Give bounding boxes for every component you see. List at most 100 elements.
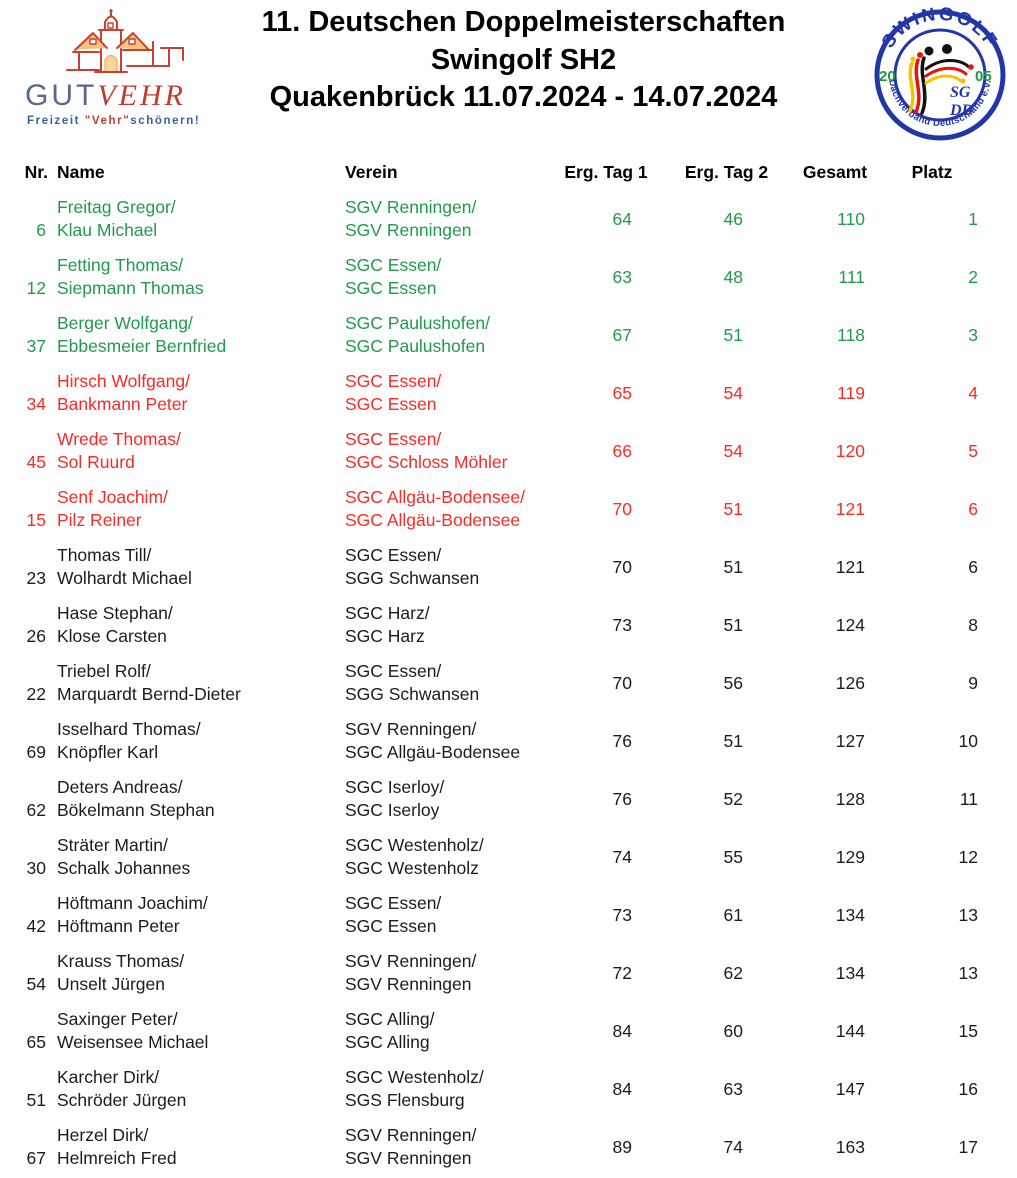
col-header-erg-tag-2: Erg. Tag 2 — [684, 162, 769, 182]
player-2-name: Schalk Johannes — [57, 858, 191, 878]
player-1-club: SGC Essen/ — [345, 545, 442, 565]
player-1-name: Saxinger Peter/ — [57, 1009, 178, 1029]
swingolf-logo: SWINGOLF Dachverband Deutschland e.V. 20… — [872, 3, 1008, 148]
table-header-row: Nr. Name Verein Erg. Tag 1 Erg. Tag 2 Ge… — [17, 155, 980, 190]
player-2-club: SGV Renningen — [345, 974, 472, 994]
score-day-2: 51 — [723, 498, 743, 519]
player-2-club: SGC Schloss Möhler — [345, 452, 508, 472]
table-row: 6 Freitag Gregor/ Klau Michael SGV Renni… — [17, 190, 980, 248]
score-day-2: 51 — [723, 614, 743, 635]
player-1-name: Sträter Martin/ — [57, 835, 168, 855]
player-1-club: SGV Renningen/ — [345, 197, 477, 217]
player-1-name: Deters Andreas/ — [57, 777, 183, 797]
pair-number: 65 — [26, 1032, 46, 1052]
score-day-2: 60 — [723, 1020, 743, 1041]
rank: 13 — [958, 904, 978, 925]
table-row: 15 Senf Joachim/ Pilz Reiner SGC Allgäu-… — [17, 480, 980, 538]
score-day-1: 70 — [612, 556, 632, 577]
score-day-2: 55 — [723, 846, 743, 867]
table-row: 67 Herzel Dirk/ Helmreich Fred SGV Renni… — [17, 1118, 980, 1176]
score-total: 121 — [835, 556, 865, 577]
pair-number: 45 — [26, 452, 46, 472]
rank: 15 — [958, 1020, 978, 1041]
score-total: 121 — [835, 498, 865, 519]
table-row: 54 Krauss Thomas/ Unselt Jürgen SGV Renn… — [17, 944, 980, 1002]
pair-clubs: SGC Essen/ SGC Essen — [345, 364, 545, 422]
col-header-platz: Platz — [911, 162, 953, 182]
table-row: 22 Triebel Rolf/ Marquardt Bernd-Dieter … — [17, 654, 980, 712]
player-1-name: Freitag Gregor/ — [57, 197, 176, 217]
pair-number: 30 — [26, 858, 46, 878]
title-line-1: 11. Deutschen Doppelmeisterschaften — [261, 6, 786, 38]
pair-clubs: SGC Essen/ SGG Schwansen — [345, 654, 545, 712]
pair-names: Hirsch Wolfgang/ Bankmann Peter — [52, 364, 345, 422]
pair-names: Thomas Till/ Wolhardt Michael — [52, 538, 345, 596]
gutvehr-text-gut: GUT — [25, 79, 98, 112]
score-day-1: 70 — [612, 672, 632, 693]
pair-clubs: SGC Westenholz/ SGS Flensburg — [345, 1060, 545, 1118]
player-1-club: SGC Paulushofen/ — [345, 313, 490, 333]
rank: 13 — [958, 962, 978, 983]
page-title: 11. Deutschen Doppelmeisterschaften Swin… — [0, 4, 1017, 117]
rank: 6 — [968, 498, 978, 519]
player-1-name: Herzel Dirk/ — [57, 1125, 149, 1145]
score-total: 119 — [837, 382, 865, 403]
pair-number: 15 — [26, 510, 46, 530]
player-1-name: Thomas Till/ — [57, 545, 152, 565]
rank: 1 — [968, 208, 978, 229]
score-day-1: 63 — [612, 266, 632, 287]
pair-number: 6 — [36, 220, 46, 240]
score-day-2: 48 — [723, 266, 743, 287]
score-day-1: 89 — [612, 1136, 632, 1157]
score-day-1: 65 — [612, 382, 632, 403]
pair-names: Fetting Thomas/ Siepmann Thomas — [52, 248, 345, 306]
player-2-name: Klau Michael — [57, 220, 158, 240]
score-total: 110 — [837, 208, 865, 229]
score-total: 163 — [835, 1136, 865, 1157]
score-day-2: 62 — [723, 962, 743, 983]
pair-clubs: SGC Essen/ SGG Schwansen — [345, 538, 545, 596]
player-1-club: SGC Essen/ — [345, 893, 442, 913]
player-1-club: SGC Westenholz/ — [345, 835, 484, 855]
table-row: 12 Fetting Thomas/ Siepmann Thomas SGC E… — [17, 248, 980, 306]
player-1-club: SGC Essen/ — [345, 255, 442, 275]
pair-number: 34 — [26, 394, 46, 414]
golfer-figures-icon — [908, 44, 974, 115]
gutvehr-tagline: Freizeit "Vehr"schönern! — [27, 115, 225, 127]
title-line-3: Quakenbrück 11.07.2024 - 14.07.2024 — [269, 81, 778, 113]
score-total: 129 — [835, 846, 865, 867]
rank: 6 — [968, 556, 978, 577]
player-2-club: SGS Flensburg — [345, 1090, 465, 1110]
rank: 11 — [959, 788, 978, 809]
score-day-2: 51 — [723, 324, 743, 345]
pair-clubs: SGC Essen/ SGC Essen — [345, 248, 545, 306]
col-header-erg-tag-1: Erg. Tag 1 — [564, 162, 648, 182]
title-line-2: Swingolf SH2 — [430, 43, 617, 76]
player-2-name: Weisensee Michael — [57, 1032, 209, 1052]
table-row: 65 Saxinger Peter/ Weisensee Michael SGC… — [17, 1002, 980, 1060]
score-day-1: 76 — [612, 730, 632, 751]
score-day-2: 54 — [723, 440, 743, 461]
player-2-club: SGV Renningen — [345, 220, 472, 240]
score-day-2: 51 — [723, 556, 743, 577]
score-day-1: 66 — [612, 440, 632, 461]
score-day-1: 70 — [612, 498, 632, 519]
rank: 9 — [968, 672, 978, 693]
table-row: 23 Thomas Till/ Wolhardt Michael SGC Ess… — [17, 538, 980, 596]
pair-number: 23 — [26, 568, 46, 588]
player-2-name: Sol Ruurd — [57, 452, 135, 472]
player-1-name: Karcher Dirk/ — [57, 1067, 160, 1087]
pair-number: 69 — [26, 742, 46, 762]
pair-names: Herzel Dirk/ Helmreich Fred — [52, 1118, 345, 1176]
pair-clubs: SGC Harz/ SGC Harz — [345, 596, 545, 654]
col-header-name: Name — [57, 162, 105, 182]
table-row: 30 Sträter Martin/ Schalk Johannes SGC W… — [17, 828, 980, 886]
player-1-club: SGV Renningen/ — [345, 951, 477, 971]
pair-number: 67 — [26, 1148, 46, 1168]
swingolf-center-sg: SG — [950, 84, 971, 101]
player-1-name: Triebel Rolf/ — [57, 661, 151, 681]
table-row: 37 Berger Wolfgang/ Ebbesmeier Bernfried… — [17, 306, 980, 364]
score-day-1: 67 — [612, 324, 632, 345]
player-2-name: Klose Carsten — [57, 626, 167, 646]
